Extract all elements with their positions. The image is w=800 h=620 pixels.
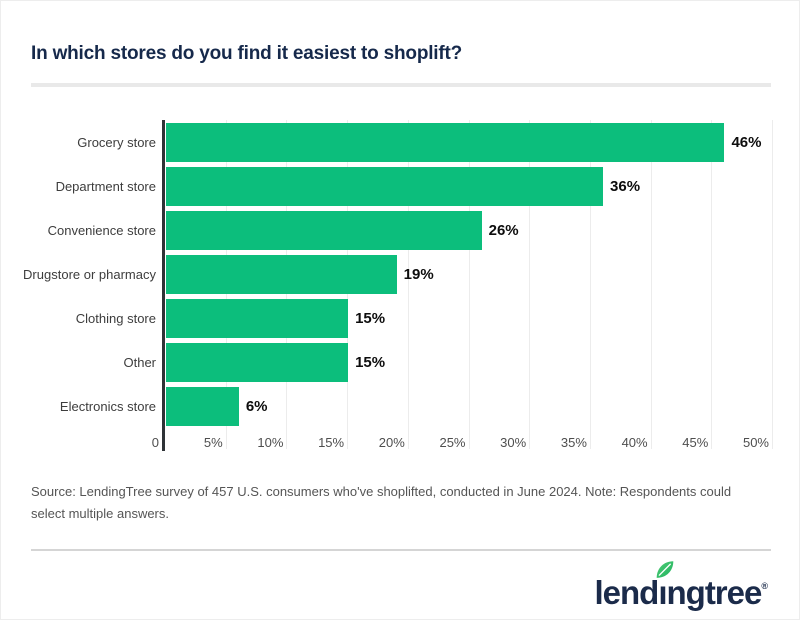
category-label: Department store xyxy=(55,179,156,194)
gridline xyxy=(772,120,773,449)
bar-track: 46% xyxy=(166,123,761,162)
category-label: Drugstore or pharmacy xyxy=(23,267,156,282)
value-label: 6% xyxy=(245,398,268,415)
x-tick-label: 30% xyxy=(500,435,527,450)
gridline xyxy=(589,120,591,449)
bar-row: Grocery store 46% xyxy=(1,123,799,162)
lendingtree-logo: lendıngtree® xyxy=(594,559,768,609)
footer-divider xyxy=(31,549,771,551)
bar xyxy=(166,343,349,382)
bar xyxy=(166,387,239,426)
x-tick-label: 45% xyxy=(682,435,709,450)
trademark-symbol: ® xyxy=(761,581,768,591)
bar-track: 15% xyxy=(166,343,385,382)
x-tick-label: 25% xyxy=(439,435,466,450)
x-tick-label: 20% xyxy=(378,435,405,450)
bar-track: 19% xyxy=(166,255,434,294)
bar xyxy=(166,255,397,294)
category-label: Electronics store xyxy=(59,399,156,414)
chart-title: In which stores do you find it easiest t… xyxy=(31,43,463,64)
title-divider xyxy=(31,83,771,87)
gridline xyxy=(529,120,531,449)
bar-row: Other 15% xyxy=(1,343,799,382)
x-tick-label: 5% xyxy=(203,435,223,450)
bar-track: 15% xyxy=(166,299,385,338)
bar-row: Convenience store 26% xyxy=(1,211,799,250)
bar xyxy=(166,299,349,338)
bar-track: 6% xyxy=(166,387,268,426)
value-label: 15% xyxy=(355,310,386,327)
x-tick-label: 35% xyxy=(560,435,587,450)
bar-row: Clothing store 15% xyxy=(1,299,799,338)
bar-track: 26% xyxy=(166,211,519,250)
leaf-icon xyxy=(654,559,676,580)
category-label: Other xyxy=(123,355,156,370)
bar-track: 36% xyxy=(166,167,640,206)
gridline xyxy=(407,120,409,449)
category-label: Clothing store xyxy=(75,311,156,326)
x-tick-label: 40% xyxy=(621,435,648,450)
value-label: 36% xyxy=(610,178,641,195)
bar xyxy=(166,123,725,162)
brand-wordmark: lendıngtree® xyxy=(594,574,768,611)
category-label: Grocery store xyxy=(77,135,156,150)
category-label: Convenience store xyxy=(47,223,156,238)
bar-chart: Grocery store 46% Department store 36% C… xyxy=(1,120,799,461)
value-label: 19% xyxy=(403,266,434,283)
x-tick-label: 15% xyxy=(318,435,345,450)
chart-rows: Grocery store 46% Department store 36% C… xyxy=(1,123,799,426)
y-axis-line xyxy=(162,120,165,451)
gridline xyxy=(650,120,652,449)
bar xyxy=(166,211,482,250)
x-tick-label: 0 xyxy=(151,435,159,450)
source-note: Source: LendingTree survey of 457 U.S. c… xyxy=(31,484,732,521)
bar-row: Drugstore or pharmacy 19% xyxy=(1,255,799,294)
value-label: 46% xyxy=(731,134,762,151)
gridline xyxy=(711,120,713,449)
bar xyxy=(166,167,604,206)
bar-row: Department store 36% xyxy=(1,167,799,206)
gridline xyxy=(468,120,470,449)
x-tick-label: 50% xyxy=(742,435,769,450)
x-tick-label: 10% xyxy=(257,435,284,450)
value-label: 26% xyxy=(488,222,519,239)
value-label: 15% xyxy=(355,354,386,371)
bar-row: Electronics store 6% xyxy=(1,387,799,426)
